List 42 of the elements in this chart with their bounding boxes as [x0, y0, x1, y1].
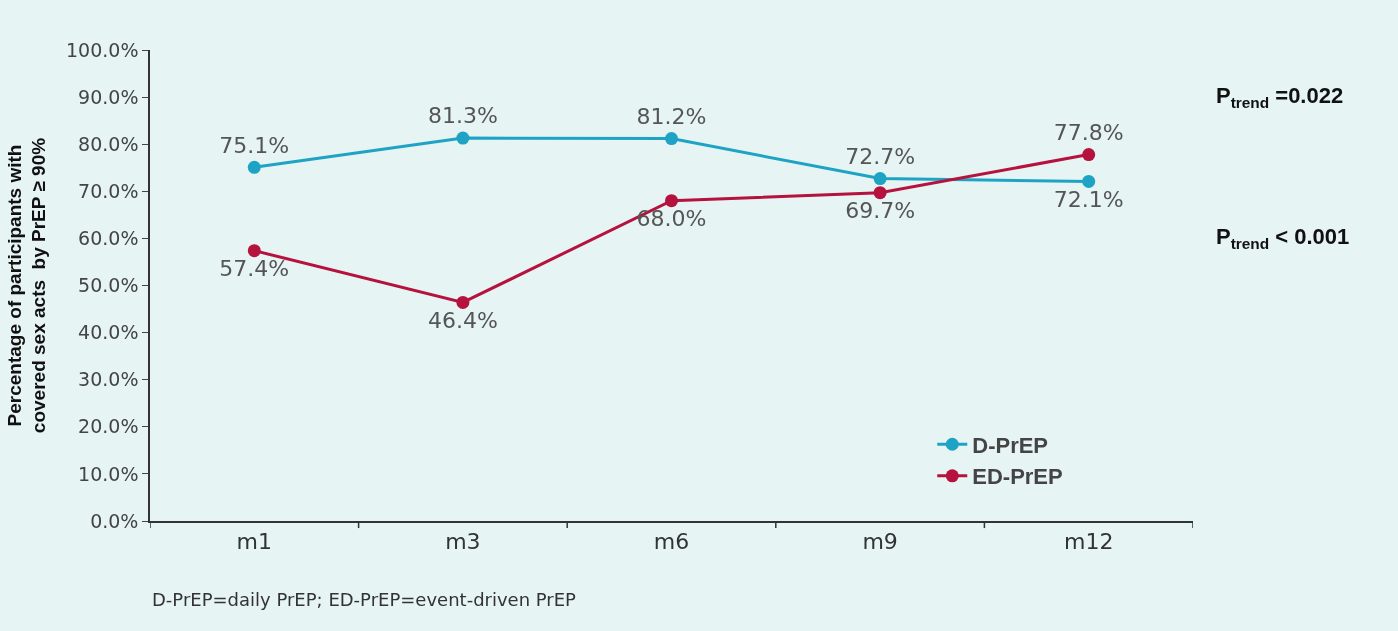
y-tick-label: 70.0%	[78, 179, 139, 202]
data-label: 69.7%	[845, 198, 916, 224]
data-label: 81.2%	[636, 103, 707, 129]
data-label: 46.4%	[427, 308, 498, 334]
data-label: 57.4%	[219, 256, 290, 282]
x-tick-label: m3	[445, 529, 481, 555]
point	[665, 194, 678, 208]
data-label: 77.8%	[1053, 119, 1124, 145]
y-tick-label: 80.0%	[78, 132, 139, 155]
y-tick-label: 50.0%	[78, 274, 139, 297]
point	[456, 295, 470, 309]
data-label: 75.1%	[219, 132, 290, 158]
x-tick-label: m1	[236, 529, 273, 555]
data-label: 72.7%	[845, 143, 916, 169]
data-label: 68.0%	[636, 206, 707, 232]
data-label: 72.1%	[1053, 187, 1124, 213]
x-tick-label: m6	[653, 529, 690, 555]
point	[873, 186, 887, 200]
y-axis-title: Percentage of participants with covered sex acts by PrEP ≥ 90%	[3, 137, 50, 434]
y-tick-label: 30.0%	[78, 368, 139, 391]
text: P$_{trend}$ =0.022	[1216, 83, 1344, 111]
point	[1082, 174, 1096, 188]
legend-label: D-PrEP	[972, 432, 1049, 458]
y-tick-label: 40.0%	[78, 321, 139, 344]
point	[873, 172, 887, 186]
point	[1082, 148, 1096, 162]
text: P$_{trend}$ < 0.001	[1216, 224, 1350, 252]
y-tick-label: 20.0%	[78, 415, 139, 438]
y-tick-label: 100.0%	[66, 38, 139, 61]
point	[247, 160, 261, 174]
legend-label: ED-PrEP	[972, 464, 1063, 490]
y-tick-label: 0.0%	[90, 509, 139, 532]
y-tick-label: 60.0%	[78, 227, 139, 250]
x-tick-label: m12	[1063, 529, 1114, 555]
point	[456, 131, 470, 145]
data-label: 81.3%	[427, 103, 498, 129]
point	[247, 244, 261, 258]
x-tick-label: m9	[862, 529, 898, 555]
y-tick-label: 90.0%	[78, 85, 139, 108]
text: D-PrEP=daily PrEP; ED-PrEP=event-driven PrEP	[152, 589, 577, 610]
point	[665, 132, 678, 146]
y-tick-label: 10.0%	[78, 462, 139, 485]
